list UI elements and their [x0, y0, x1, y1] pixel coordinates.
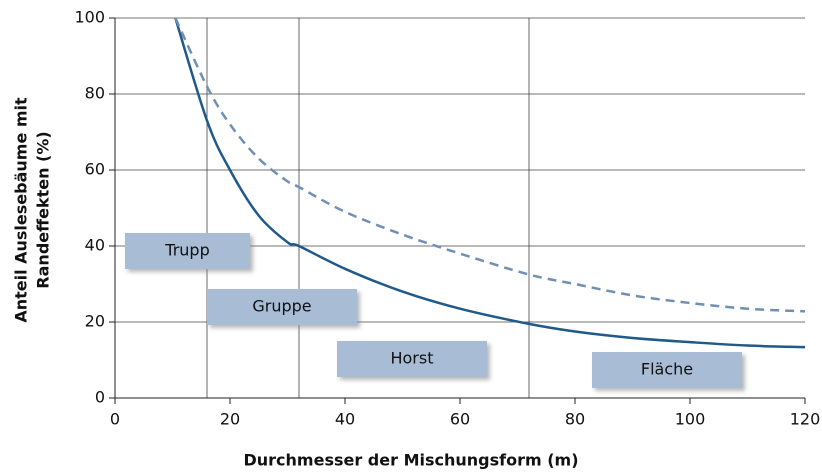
- annotation-box: [592, 352, 742, 388]
- y-tick-label: 40: [85, 236, 105, 255]
- y-axis-label: Anteil Auslesebäume mit: [12, 97, 31, 323]
- series-line: [174, 17, 806, 349]
- annotation: Gruppe: [252, 297, 311, 316]
- y-axis-label: Randeffekten (%): [34, 131, 53, 288]
- x-tick-label: 80: [565, 410, 585, 429]
- x-tick-label: 120: [790, 410, 821, 429]
- y-tick-label: 0: [95, 388, 105, 407]
- x-tick-label: 0: [110, 410, 120, 429]
- annotation-box: [337, 341, 487, 377]
- y-tick-label: 60: [85, 160, 105, 179]
- annotation: Horst: [390, 349, 433, 368]
- x-axis-label: Durchmesser der Mischungsform (m): [243, 451, 578, 470]
- series-line: [174, 17, 806, 313]
- x-tick-label: 60: [450, 410, 470, 429]
- annotation-box: [125, 233, 250, 269]
- y-tick-label: 20: [85, 312, 105, 331]
- annotation-box: [207, 289, 357, 325]
- x-tick-label: 40: [335, 410, 355, 429]
- annotation: Fläche: [641, 360, 693, 379]
- x-tick-label: 20: [220, 410, 240, 429]
- y-tick-label: 80: [85, 84, 105, 103]
- annotation: Trupp: [164, 241, 209, 260]
- y-tick-label: 100: [74, 8, 105, 27]
- x-tick-label: 100: [675, 410, 706, 429]
